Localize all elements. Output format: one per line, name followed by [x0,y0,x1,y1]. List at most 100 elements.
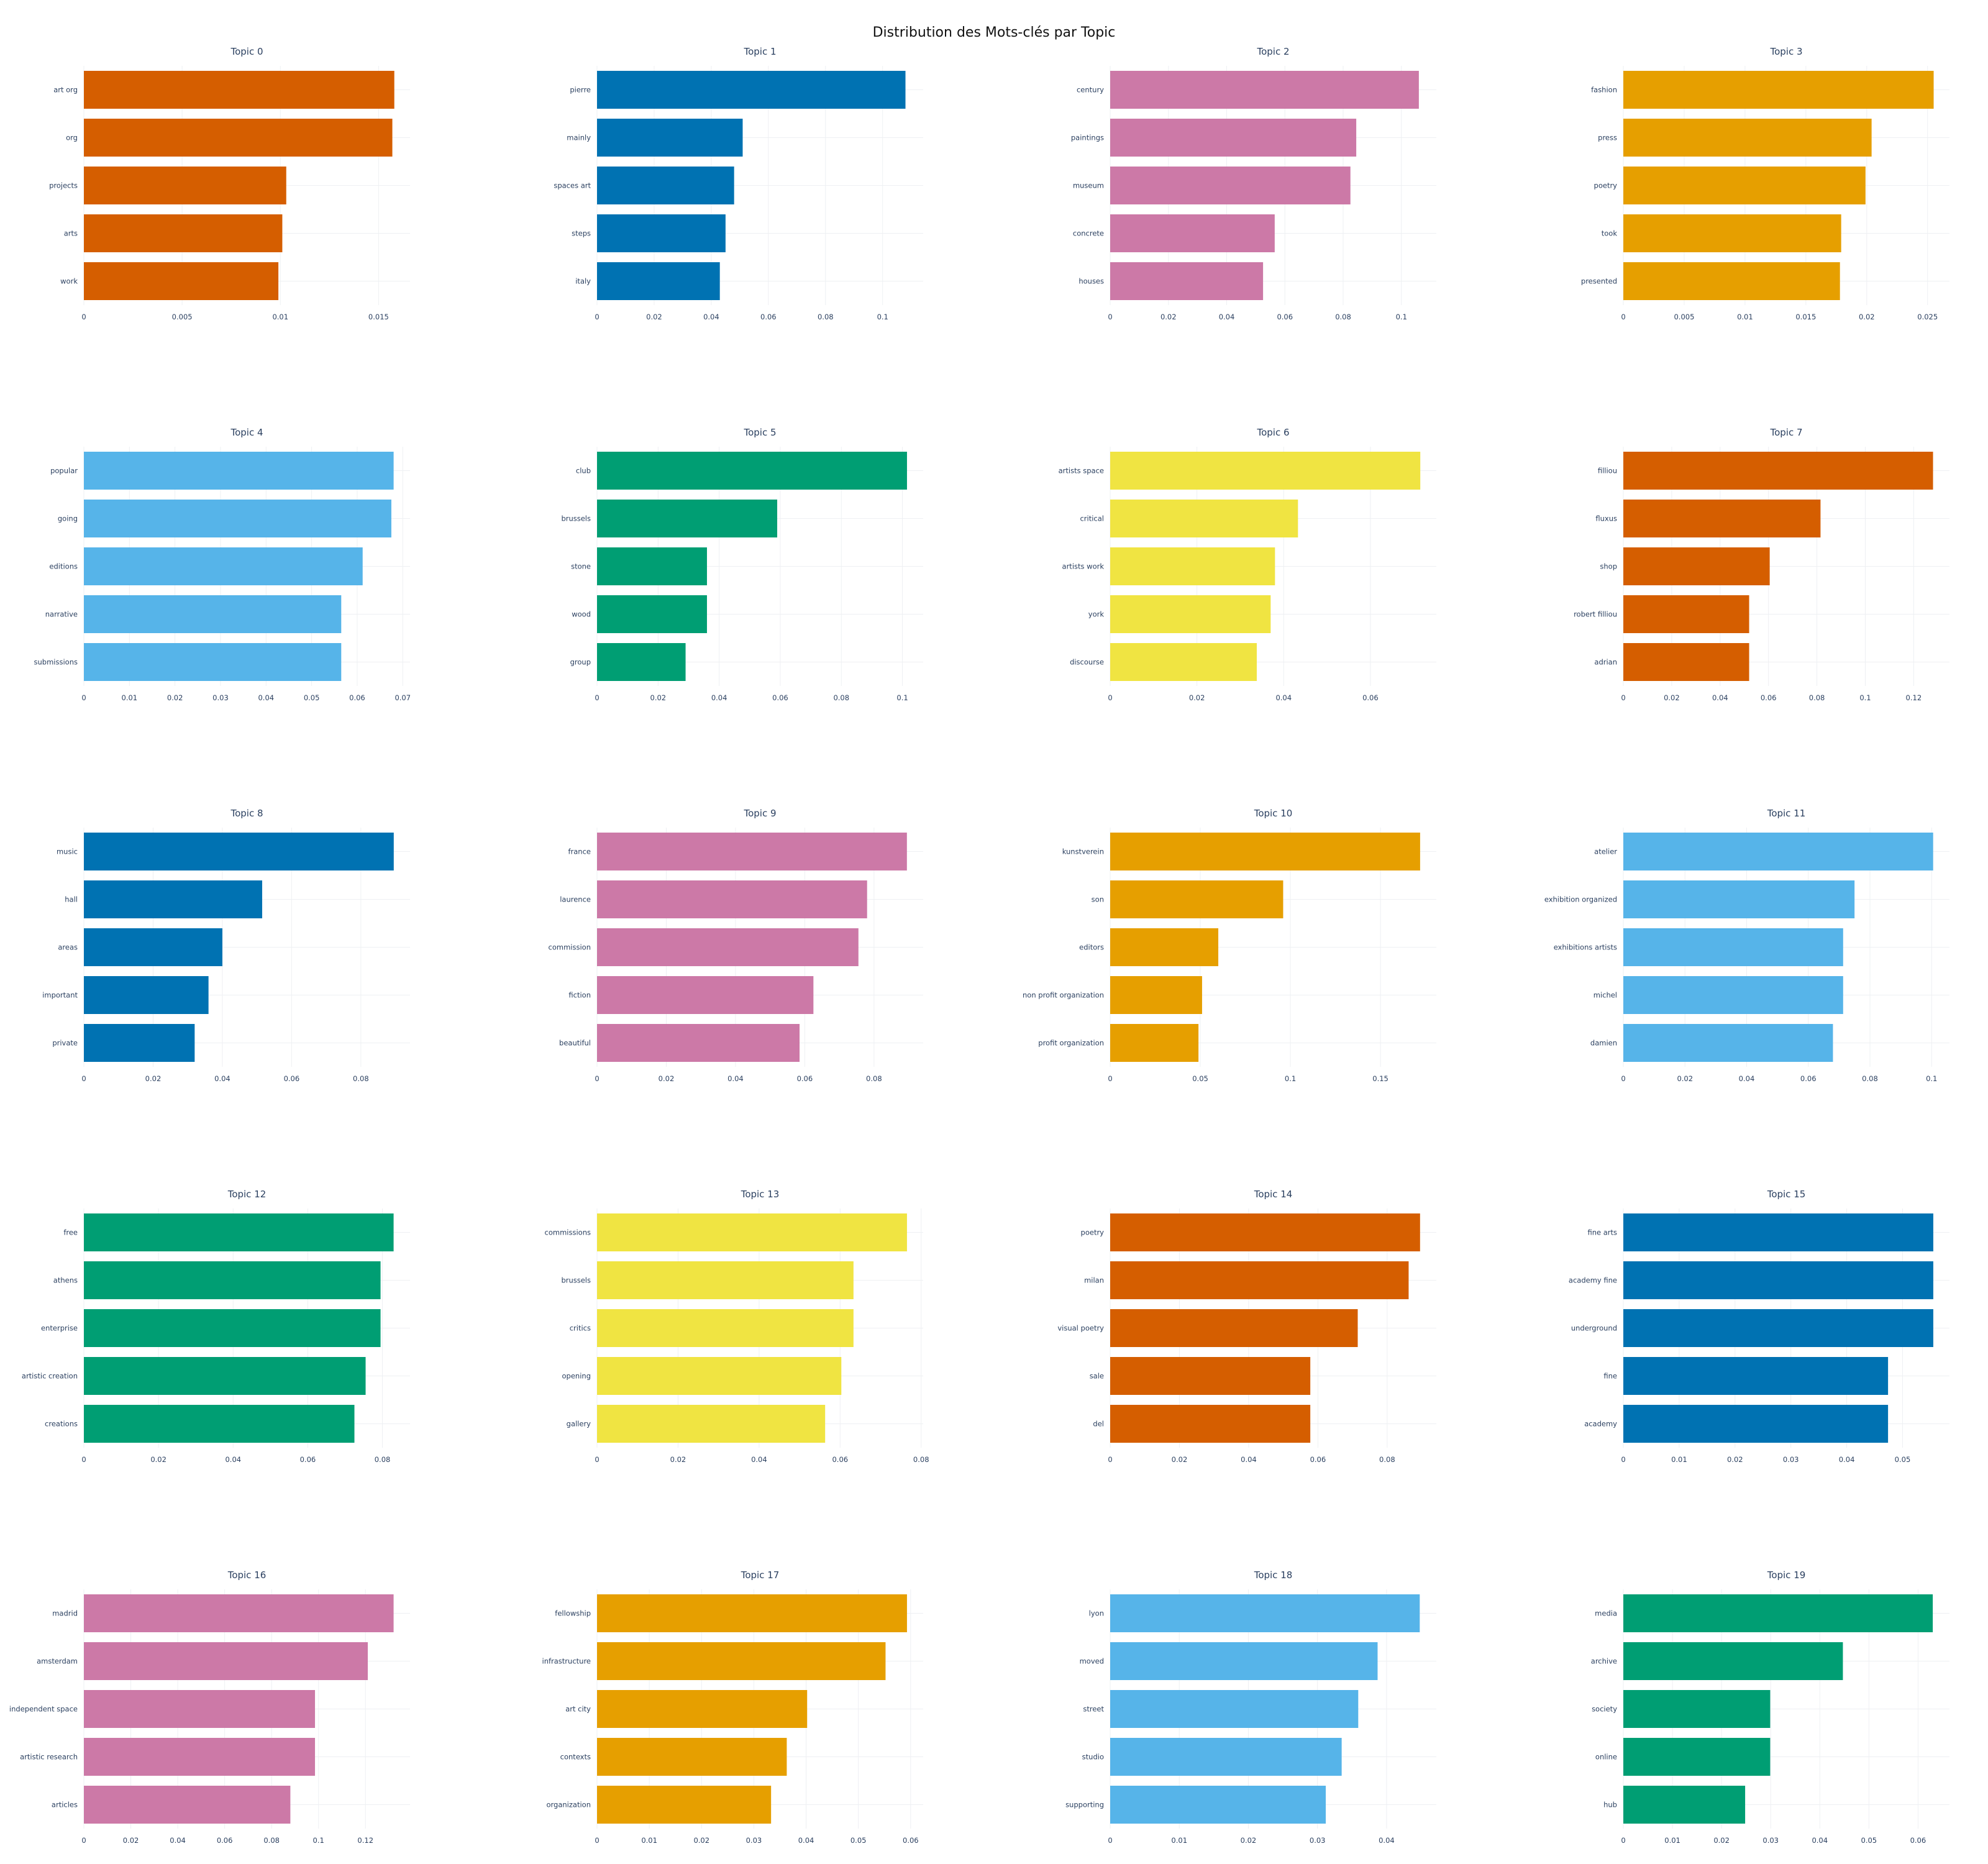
bar[interactable] [1623,1690,1771,1728]
bar[interactable] [1110,1405,1311,1443]
bar[interactable] [597,262,720,300]
bar[interactable] [597,1594,907,1632]
bar[interactable] [1110,1594,1420,1632]
bar[interactable] [84,880,263,918]
bar[interactable] [597,880,867,918]
bar[interactable] [597,976,814,1014]
bar[interactable] [84,119,393,157]
bar[interactable] [1623,1738,1771,1776]
bar[interactable] [84,595,342,633]
bar[interactable] [597,1405,826,1443]
bar[interactable] [1110,119,1357,157]
bar[interactable] [84,643,342,681]
bar[interactable] [1623,1024,1833,1062]
bar[interactable] [597,833,907,870]
bar[interactable] [597,1213,907,1251]
bar[interactable] [84,1594,394,1632]
bar[interactable] [1623,880,1855,918]
bar[interactable] [1623,119,1872,157]
bar[interactable] [597,547,707,585]
bar[interactable] [84,214,283,252]
bar[interactable] [1623,1309,1933,1347]
bar[interactable] [597,1261,854,1299]
bar[interactable] [597,1024,800,1062]
bar[interactable] [1110,880,1284,918]
bar[interactable] [84,1261,381,1299]
bar[interactable] [84,167,286,204]
bar[interactable] [84,1786,291,1824]
bar[interactable] [1110,1642,1378,1680]
bar[interactable] [1623,1405,1889,1443]
bar[interactable] [84,547,363,585]
bar[interactable] [597,500,778,537]
bar[interactable] [1623,262,1840,300]
bar[interactable] [84,71,394,109]
bar[interactable] [84,1309,381,1347]
bar[interactable] [1110,1024,1199,1062]
bar[interactable] [1110,928,1219,966]
bar[interactable] [597,643,686,681]
bar[interactable] [1110,214,1275,252]
bar[interactable] [1110,262,1264,300]
bar[interactable] [84,1213,394,1251]
bar[interactable] [597,1642,886,1680]
bar[interactable] [597,1309,854,1347]
bar[interactable] [1623,214,1841,252]
bar[interactable] [1623,71,1934,109]
bar[interactable] [1110,71,1419,109]
bar[interactable] [84,1405,355,1443]
bar[interactable] [597,1357,842,1395]
bar[interactable] [1110,1261,1409,1299]
bar[interactable] [84,1642,368,1680]
bar[interactable] [1623,643,1749,681]
bar[interactable] [597,452,907,490]
bar[interactable] [1110,500,1298,537]
bar[interactable] [1110,1738,1342,1776]
bar[interactable] [84,976,209,1014]
bar[interactable] [1623,928,1843,966]
bar[interactable] [597,71,906,109]
bar[interactable] [1623,833,1933,870]
bar[interactable] [84,1690,316,1728]
bar[interactable] [84,452,394,490]
bar[interactable] [1623,1261,1933,1299]
bar[interactable] [84,1738,316,1776]
bar[interactable] [1623,1357,1889,1395]
bar[interactable] [1110,1309,1358,1347]
bar[interactable] [597,928,859,966]
bar[interactable] [1110,1213,1420,1251]
bar[interactable] [1110,1690,1359,1728]
bar[interactable] [1110,643,1257,681]
bar[interactable] [1623,1642,1843,1680]
bar[interactable] [1623,1786,1746,1824]
bar[interactable] [84,500,391,537]
bar[interactable] [1110,1357,1311,1395]
bar[interactable] [1623,167,1866,204]
bar[interactable] [1110,547,1275,585]
bar[interactable] [597,167,734,204]
bar[interactable] [84,262,279,300]
bar[interactable] [597,595,707,633]
bar[interactable] [597,1690,808,1728]
bar[interactable] [1110,976,1202,1014]
bar[interactable] [1623,976,1843,1014]
bar[interactable] [84,928,222,966]
bar[interactable] [84,1357,366,1395]
bar[interactable] [1623,595,1749,633]
bar[interactable] [1110,833,1420,870]
bar[interactable] [1623,452,1933,490]
bar[interactable] [1623,547,1770,585]
bar[interactable] [1110,167,1351,204]
bar[interactable] [84,1024,195,1062]
bar[interactable] [1623,1213,1933,1251]
bar[interactable] [597,214,726,252]
bar[interactable] [1110,1786,1326,1824]
bar[interactable] [84,833,394,870]
bar[interactable] [597,1738,787,1776]
bar[interactable] [597,1786,772,1824]
bar[interactable] [1623,1594,1933,1632]
bar[interactable] [1623,500,1821,537]
bar[interactable] [1110,452,1421,490]
bar[interactable] [1110,595,1271,633]
bar[interactable] [597,119,743,157]
